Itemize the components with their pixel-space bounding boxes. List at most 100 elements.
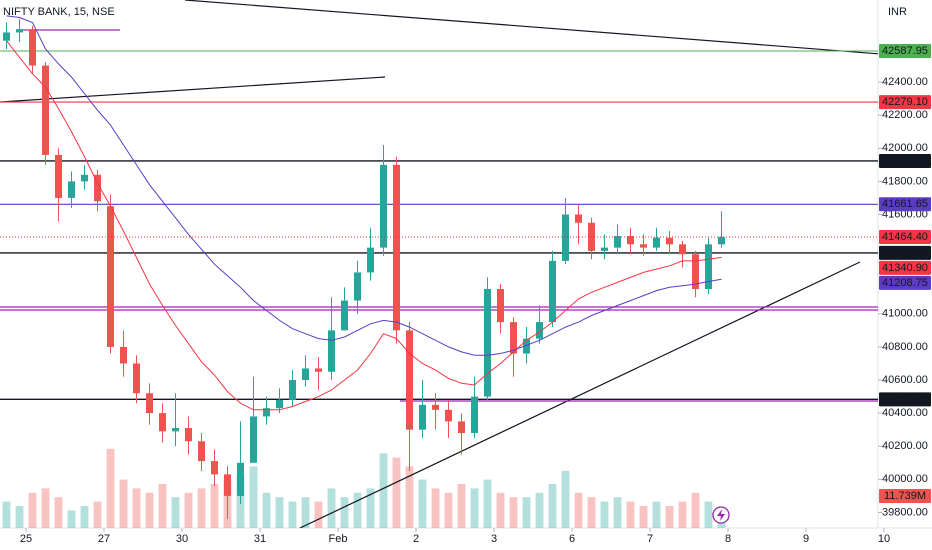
volume-bar: [184, 492, 193, 528]
candle-body: [600, 247, 609, 251]
volume-bar: [288, 501, 297, 528]
price-badge: [879, 95, 931, 110]
volume-bar: [119, 479, 128, 528]
volume-bar: [197, 488, 206, 528]
volume-bar: [327, 488, 336, 528]
volume-bar: [249, 466, 258, 528]
volume-bar: [314, 501, 323, 528]
volume-bar: [392, 457, 401, 528]
candle-body: [691, 254, 700, 289]
candle-body: [158, 413, 167, 432]
candle-body: [262, 408, 271, 417]
candle-body: [28, 29, 37, 66]
price-badge-label: 40483.25: [882, 393, 928, 405]
x-tick-label: 3: [491, 533, 497, 545]
x-tick-label: 27: [98, 533, 110, 545]
volume-bar: [678, 501, 687, 528]
volume-bar: [535, 492, 544, 528]
candle-body: [548, 260, 557, 323]
price-badge-label: 42587.95: [882, 45, 928, 57]
volume-bar: [574, 492, 583, 528]
candle-body: [106, 206, 115, 347]
candle-body: [626, 236, 635, 245]
candle-body: [275, 399, 284, 409]
trend-line: [299, 261, 861, 528]
candle-body: [119, 346, 128, 364]
volume-bar: [145, 492, 154, 528]
candle-body: [366, 247, 375, 273]
y-tick-label: 40400.00: [882, 407, 928, 419]
y-tick-label: 40000.00: [882, 473, 928, 485]
candle-body: [210, 461, 219, 475]
x-tick-label: Feb: [329, 533, 348, 545]
price-badge: [879, 153, 931, 168]
volume-bar: [665, 506, 674, 528]
volume-bar: [80, 506, 89, 528]
candle-body: [41, 65, 50, 155]
candle-body: [223, 474, 232, 496]
price-badge: [879, 260, 931, 275]
candle-body: [522, 338, 531, 354]
candle-body: [327, 330, 336, 372]
price-badge-label: 41340.90: [882, 262, 928, 274]
volume-bar: [470, 488, 479, 528]
y-tick-label: 40600.00: [882, 374, 928, 386]
y-tick-label: 42000.00: [882, 142, 928, 154]
x-tick-label: 9: [803, 533, 809, 545]
volume-bar: [93, 501, 102, 528]
candle-body: [509, 322, 518, 354]
x-tick-label: 30: [176, 533, 188, 545]
volume-bar: [262, 492, 271, 528]
volume-pane: [2, 448, 726, 528]
price-badge-label: 41208.75: [882, 277, 928, 289]
y-tick-label: 42200.00: [882, 109, 928, 121]
candle-body: [249, 416, 258, 463]
candle-body: [561, 214, 570, 261]
volume-bar: [210, 484, 219, 528]
y-tick-label: 41000.00: [882, 308, 928, 320]
volume-bar: [704, 501, 713, 528]
x-tick-label: 8: [725, 533, 731, 545]
candle-body: [171, 428, 180, 432]
drawings: [0, 0, 878, 528]
volume-bar: [28, 492, 37, 528]
candle-body: [535, 322, 544, 339]
volume-bar: [275, 497, 284, 528]
axes: 42400.00 42200.00 42000.00 41800.00 41600.00…: [20, 43, 931, 545]
price-badge: [879, 392, 931, 407]
candle-body: [379, 164, 388, 248]
candle-body: [314, 368, 323, 372]
volume-bar: [561, 470, 570, 528]
x-tick-label: 6: [569, 533, 575, 545]
candle-body: [54, 154, 63, 198]
y-tick-label: 39800.00: [882, 506, 928, 518]
moving-average: [6, 15, 722, 356]
x-tick-label: 2: [413, 533, 419, 545]
volume-bar: [2, 501, 11, 528]
trend-line: [184, 0, 878, 55]
volume-bar: [132, 488, 141, 528]
volume-bar: [171, 497, 180, 528]
x-tick-label: 10: [878, 533, 890, 545]
x-tick-label: 31: [254, 533, 266, 545]
chart-title: NIFTY BANK, 15, NSE: [3, 6, 115, 18]
volume-bar: [340, 497, 349, 528]
volume-bar: [587, 497, 596, 528]
candle-body: [93, 174, 102, 202]
volume-bar: [379, 453, 388, 528]
volume-badge: [879, 489, 931, 503]
candle-body: [418, 404, 427, 430]
volume-bar: [444, 492, 453, 528]
candle-body: [15, 29, 24, 33]
y-tick-label: 41800.00: [882, 175, 928, 187]
volume-bar: [54, 497, 63, 528]
candle-body: [483, 288, 492, 397]
volume-bar: [509, 497, 518, 528]
volume-bar: [600, 501, 609, 528]
candle-body: [301, 368, 310, 381]
candle-body: [470, 396, 479, 433]
candle-body: [353, 272, 362, 301]
candle-body: [80, 174, 89, 182]
volume-bar: [106, 448, 115, 528]
